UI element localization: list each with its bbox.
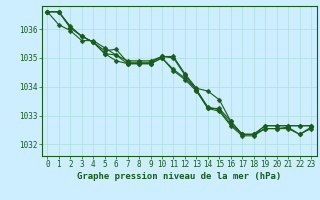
X-axis label: Graphe pression niveau de la mer (hPa): Graphe pression niveau de la mer (hPa) xyxy=(77,172,281,181)
